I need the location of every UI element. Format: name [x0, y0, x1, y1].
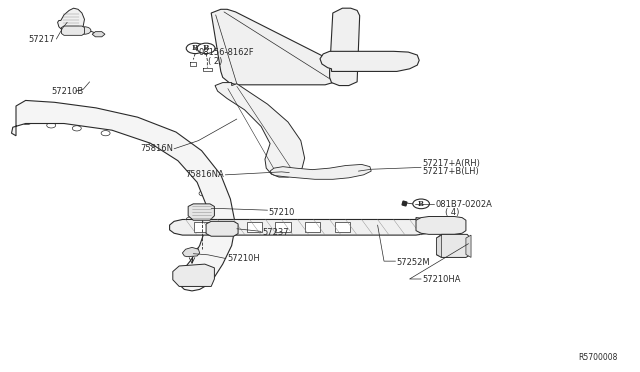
Text: ( 2): ( 2) — [208, 57, 222, 66]
Circle shape — [196, 247, 209, 254]
Polygon shape — [436, 234, 470, 257]
Text: 57210HA: 57210HA — [422, 275, 461, 284]
Polygon shape — [416, 217, 466, 234]
Polygon shape — [61, 26, 84, 35]
Text: 75816N: 75816N — [140, 144, 173, 153]
Text: 57210B: 57210B — [51, 87, 83, 96]
Text: 081B7-0202A: 081B7-0202A — [435, 200, 492, 209]
Polygon shape — [211, 9, 339, 85]
Polygon shape — [170, 218, 434, 235]
Polygon shape — [220, 222, 235, 232]
Text: B: B — [418, 200, 424, 208]
Polygon shape — [335, 222, 350, 232]
Text: 08156-8162F: 08156-8162F — [198, 48, 254, 57]
Polygon shape — [270, 164, 371, 179]
Polygon shape — [320, 51, 419, 71]
Text: 57217: 57217 — [28, 35, 54, 44]
Polygon shape — [173, 264, 214, 286]
Polygon shape — [275, 222, 291, 232]
Text: 57210: 57210 — [269, 208, 295, 217]
Text: B: B — [192, 44, 198, 52]
Polygon shape — [247, 222, 262, 232]
Text: 57217+B(LH): 57217+B(LH) — [422, 167, 479, 176]
Circle shape — [413, 199, 429, 209]
Text: 57210H: 57210H — [227, 254, 260, 263]
Polygon shape — [215, 83, 305, 177]
Polygon shape — [12, 100, 236, 291]
Polygon shape — [58, 8, 84, 33]
Circle shape — [78, 27, 91, 34]
Circle shape — [197, 43, 215, 54]
Polygon shape — [182, 247, 200, 257]
Polygon shape — [194, 222, 209, 232]
Text: R5700008: R5700008 — [578, 353, 618, 362]
Polygon shape — [436, 235, 442, 257]
Polygon shape — [92, 32, 105, 37]
Ellipse shape — [230, 222, 237, 236]
Text: 75816NA: 75816NA — [185, 170, 224, 179]
Polygon shape — [466, 235, 471, 257]
Polygon shape — [206, 221, 238, 236]
Polygon shape — [330, 8, 360, 86]
Polygon shape — [188, 204, 214, 220]
Text: 57237: 57237 — [262, 228, 289, 237]
Ellipse shape — [207, 222, 215, 236]
Text: ( 4): ( 4) — [445, 208, 459, 217]
Circle shape — [186, 43, 204, 54]
Text: B: B — [203, 44, 209, 52]
Text: 57252M: 57252M — [397, 258, 431, 267]
Text: 57217+A(RH): 57217+A(RH) — [422, 159, 480, 168]
Polygon shape — [305, 222, 320, 232]
